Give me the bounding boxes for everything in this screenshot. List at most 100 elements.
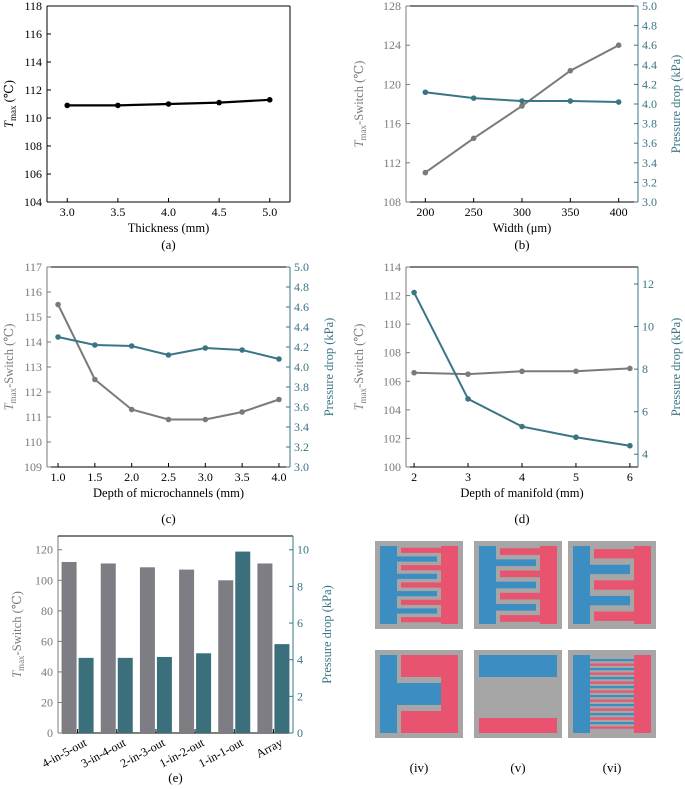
hot-region — [401, 547, 441, 553]
tmax-bar — [218, 580, 234, 733]
hot-region — [590, 663, 634, 666]
cold-region — [397, 573, 437, 579]
tmax-point — [627, 365, 633, 372]
x-axis-label: Depth of manifold (mm) — [460, 486, 583, 500]
y2-tick-label: 3.0 — [642, 195, 657, 209]
x-tick-label: 2 — [411, 470, 417, 484]
y-tick-label: 115 — [24, 310, 42, 324]
hot-region — [540, 546, 557, 624]
y2-tick-label: 4.4 — [642, 58, 657, 72]
y-tick-label: 116 — [24, 285, 42, 299]
y2-tick-label: 2 — [297, 689, 303, 703]
caption: (a) — [161, 237, 175, 252]
cold-region — [397, 591, 437, 597]
hot-region — [590, 699, 634, 702]
chart-c: 1.0 1.5 2.0 2.5 3.0 3.5 4.0 109 110 111 112 113 114 1… — [2, 260, 336, 526]
y-tick-label: 100 — [383, 460, 401, 474]
y-tick-label: 110 — [383, 317, 401, 331]
tmax-point — [615, 42, 622, 48]
hot-region — [401, 711, 441, 733]
y-tick-label: 100 — [35, 573, 53, 587]
y-tick-label: 110 — [24, 435, 42, 449]
tmax-point — [422, 169, 429, 176]
hot-region — [401, 565, 441, 571]
y-tick-label: 112 — [24, 385, 42, 399]
chart-d: 2 3 4 5 61001021041061081101121144681012Dept… — [352, 260, 683, 526]
hot-region — [590, 681, 634, 684]
pressure-drop-point — [519, 423, 525, 430]
pressure-drop-point — [615, 99, 622, 105]
y2-tick-label: 4.0 — [642, 97, 657, 111]
hot-region — [500, 570, 540, 578]
hot-region — [634, 655, 651, 733]
cold-region — [590, 659, 634, 662]
hot-region — [594, 580, 634, 590]
cold-region — [496, 559, 536, 567]
pressure-drop-bar — [117, 657, 133, 733]
pressure-drop-point — [519, 98, 525, 104]
cold-region — [590, 564, 630, 575]
schematic-label: (v) — [510, 760, 525, 775]
y-axis-label: Tmax-Switch (℃) — [2, 324, 18, 411]
cold-region — [479, 546, 496, 624]
x-tick-label: 3.0 — [198, 470, 213, 484]
pressure-drop-point — [239, 347, 245, 353]
y-tick-label: 114 — [383, 260, 401, 274]
x-tick-label: 2.5 — [161, 470, 176, 484]
hot-region — [441, 546, 458, 624]
hot-region — [594, 611, 634, 621]
y2-tick-label: 6 — [642, 405, 648, 419]
y-tick-label: 106 — [24, 167, 42, 181]
y2-tick-label: 10 — [642, 320, 654, 334]
pressure-drop-point — [165, 352, 172, 358]
cold-region — [397, 556, 437, 562]
x-tick-label: 4 — [519, 470, 525, 484]
cold-region — [590, 677, 634, 680]
y-tick-label: 114 — [24, 55, 42, 69]
y-tick-label: 116 — [383, 117, 401, 131]
y-tick-label: 20 — [41, 695, 53, 709]
tmax-point — [266, 97, 273, 103]
x-tick-label: 3.5 — [110, 205, 125, 219]
x-tick-label: 1-in-1-out — [196, 735, 246, 771]
y2-tick-label: 12 — [642, 277, 654, 291]
y2-tick-label: 4.2 — [294, 340, 309, 354]
pressure-drop-point — [470, 95, 477, 101]
y2-tick-label: 10 — [297, 543, 309, 557]
tmax-point — [519, 103, 525, 109]
manifold-1-in-2-out — [375, 650, 463, 738]
y-tick-label: 116 — [24, 27, 42, 41]
tmax-bar — [100, 563, 116, 733]
tmax-point — [64, 102, 71, 109]
x-axis-label: Thickness (mm) — [128, 221, 210, 235]
cold-region — [590, 668, 634, 671]
y-tick-label: 104 — [383, 403, 401, 417]
y-tick-label: 111 — [25, 410, 42, 424]
x-tick-label: 400 — [610, 205, 628, 219]
hot-region — [401, 582, 441, 588]
cold-region — [573, 546, 590, 624]
x-tick-label: 5 — [573, 470, 579, 484]
y2-tick-label: 3.2 — [642, 175, 657, 189]
chart-b: 200 250 300 350 400 108 112 116 120 124 128 3.0 3.2 3… — [352, 0, 683, 252]
y2-tick-label: 4.8 — [642, 19, 657, 33]
tmax-point — [470, 135, 477, 142]
y2-tick-label: 3.8 — [294, 380, 309, 394]
tmax-point — [216, 99, 222, 106]
x-tick-label: 300 — [513, 205, 531, 219]
pressure-drop-point — [411, 289, 417, 296]
cold-region — [590, 695, 634, 698]
pressure-drop-point — [202, 345, 209, 351]
cold-region — [380, 546, 397, 624]
pressure-drop-bar — [274, 644, 290, 733]
pressure-drop-point — [627, 442, 633, 449]
manifold-4-in-5-out — [375, 541, 463, 629]
tmax-bar — [61, 561, 77, 733]
y-axis-label: Tmax-Switch (℃) — [10, 591, 26, 678]
pressure-drop-bar — [235, 551, 251, 733]
y-tick-label: 102 — [383, 431, 401, 445]
y-tick-label: 118 — [24, 0, 42, 13]
chart-a: 3.0 3.5 4.0 4.5 5.0 104 106 108 110 112 114 116 118 T… — [2, 0, 291, 252]
pressure-drop-bar — [156, 656, 172, 733]
